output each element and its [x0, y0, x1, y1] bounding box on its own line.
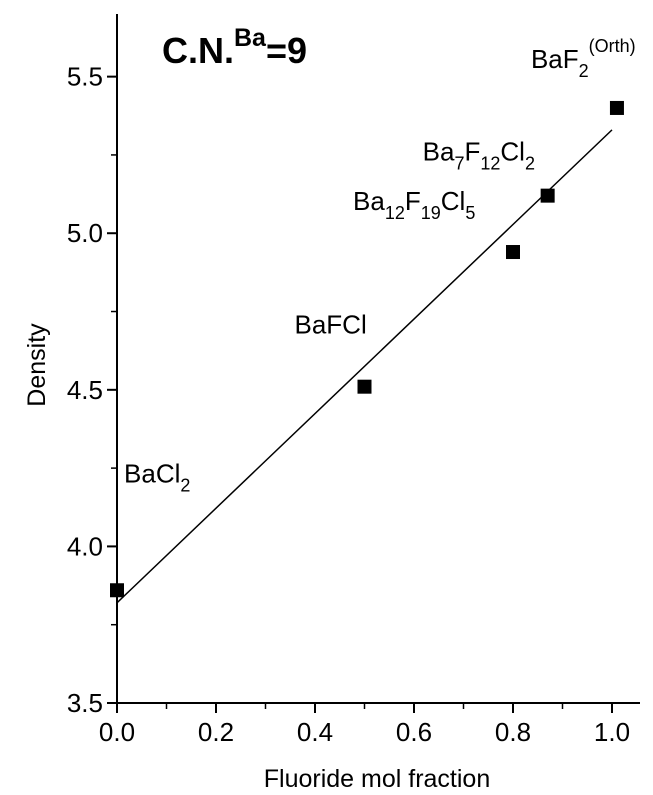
- point-label-part: 7: [454, 154, 464, 174]
- point-label-part: 2: [579, 61, 589, 81]
- point-label-part: BaF: [531, 44, 579, 74]
- x-tick-label: 0.4: [297, 717, 333, 747]
- point-label-part: 2: [180, 475, 190, 495]
- data-point: [540, 188, 555, 203]
- point-label-part: Cl: [441, 186, 466, 216]
- y-axis-title: Density: [23, 323, 51, 407]
- point-label: Ba12F19Cl5: [353, 186, 475, 223]
- data-point: [357, 379, 372, 394]
- point-label-part: F: [405, 186, 421, 216]
- data-point: [609, 100, 624, 115]
- point-label: BaCl2: [124, 458, 190, 495]
- point-label-part: 12: [385, 203, 405, 223]
- fit-line: [116, 129, 613, 604]
- x-tick-label: 0.8: [495, 717, 531, 747]
- fit-line-group: [116, 129, 613, 604]
- point-label-part: 2: [525, 154, 535, 174]
- y-tick-label: 4.0: [67, 531, 103, 561]
- chart-title-sup: Ba: [234, 24, 267, 52]
- point-label-part: Ba: [353, 186, 385, 216]
- point-label: BaF2(Orth): [531, 36, 636, 81]
- point-label-part: Cl: [500, 137, 525, 167]
- x-tick-label: 1.0: [594, 717, 630, 747]
- point-label-part: BaFCl: [295, 310, 367, 340]
- y-tick-label: 5.5: [67, 62, 103, 92]
- y-tick-label: 3.5: [67, 688, 103, 718]
- x-tick-label: 0.2: [198, 717, 234, 747]
- chart-title: C.N.Ba=9: [162, 24, 307, 71]
- x-tick-label: 0.0: [99, 717, 135, 747]
- chart-title-suffix: =9: [266, 30, 307, 71]
- point-label-part: Ba: [124, 458, 156, 488]
- x-tick-label: 0.6: [396, 717, 432, 747]
- point-label: Ba7F12Cl2: [423, 137, 535, 174]
- ticks: 0.0 0.2 0.4 0.6 0.8 1.0 3.5 4.0 4.5 5.0 5.5: [67, 62, 630, 747]
- point-label-part: 12: [480, 154, 500, 174]
- point-label-part: 5: [465, 203, 475, 223]
- chart-title-main: C.N.: [162, 30, 234, 71]
- data-point: [506, 245, 520, 260]
- data-point: [110, 583, 124, 598]
- point-label-part: Cl: [156, 458, 181, 488]
- point-label-part: F: [464, 137, 480, 167]
- y-tick-label: 5.0: [67, 218, 103, 248]
- axes: [116, 14, 640, 704]
- x-axis-title: Fluoride mol fraction: [264, 765, 490, 793]
- point-label: BaFCl: [295, 310, 367, 340]
- point-label-part: 19: [421, 203, 441, 223]
- point-label-part: (Orth): [589, 36, 636, 56]
- point-label-part: Ba: [423, 137, 455, 167]
- data-points: [110, 100, 624, 598]
- y-tick-label: 4.5: [67, 375, 103, 405]
